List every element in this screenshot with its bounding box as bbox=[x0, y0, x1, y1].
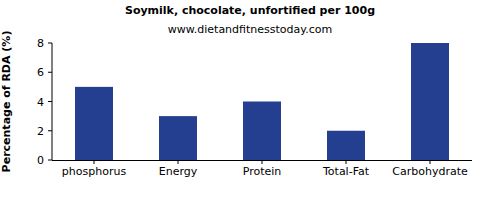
x-tick bbox=[94, 160, 95, 164]
title: Soymilk, chocolate, unfortified per 100g bbox=[125, 4, 375, 17]
y-tick bbox=[48, 72, 52, 73]
y-tick-label: 0 bbox=[37, 154, 44, 167]
x-tick-label: Protein bbox=[243, 165, 282, 178]
y-tick-label: 2 bbox=[37, 125, 44, 138]
x-tick bbox=[178, 160, 179, 164]
y-tick bbox=[48, 101, 52, 102]
bar bbox=[75, 87, 113, 160]
x-tick-label: phosphorus bbox=[62, 165, 127, 178]
bar bbox=[243, 102, 281, 161]
bar bbox=[411, 43, 449, 160]
y-axis-label: Percentage of RDA (%) bbox=[0, 31, 13, 173]
y-tick bbox=[48, 130, 52, 131]
y-tick bbox=[48, 160, 52, 161]
y-tick-label: 4 bbox=[37, 96, 44, 109]
x-tick bbox=[262, 160, 263, 164]
x-tick-label: Total-Fat bbox=[322, 165, 370, 178]
x-tick-label: Carbohydrate bbox=[392, 165, 468, 178]
subtitle: www.dietandfitnesstoday.com bbox=[168, 23, 332, 36]
x-tick bbox=[430, 160, 431, 164]
y-tick-label: 8 bbox=[37, 37, 44, 50]
x-tick bbox=[346, 160, 347, 164]
chart-container: Soymilk, chocolate, unfortified per 100g… bbox=[0, 0, 500, 200]
bar bbox=[159, 116, 197, 160]
bar bbox=[327, 131, 365, 160]
chart-svg: Soymilk, chocolate, unfortified per 100g… bbox=[0, 0, 500, 200]
x-tick-label: Energy bbox=[159, 165, 198, 178]
y-tick bbox=[48, 43, 52, 44]
y-tick-label: 6 bbox=[37, 66, 44, 79]
bars bbox=[75, 43, 449, 160]
